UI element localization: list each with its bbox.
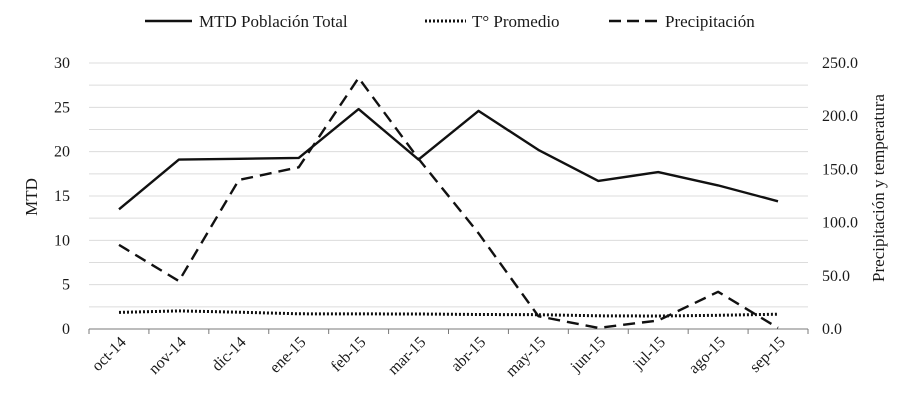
x-tick-label: feb-15 [328, 334, 370, 376]
legend: MTD Población Total T° Promedio Precipitac… [145, 12, 755, 31]
x-tick-label: dic-14 [209, 334, 250, 375]
y-tick-label: 0 [62, 321, 70, 338]
series-lines [118, 76, 779, 330]
y2-axis-title: Precipitación y temperatura [869, 94, 888, 282]
y-tick-label: 5 [62, 277, 70, 294]
legend-label: MTD Población Total [199, 12, 348, 31]
gridlines [89, 62, 808, 330]
y-tick-label: 20 [54, 144, 70, 161]
x-tick-label: jun-15 [567, 334, 609, 376]
y2-tick-label: 50.0 [822, 268, 850, 285]
x-tick-label: ene-15 [267, 334, 310, 377]
y-tick-label: 25 [54, 99, 70, 116]
y-axis-title: MTD [22, 178, 41, 216]
y2-tick-label: 0.0 [822, 321, 842, 338]
x-tick-label: sep-15 [747, 334, 789, 376]
legend-label: T° Promedio [472, 12, 560, 31]
y2-tick-label: 100.0 [822, 215, 858, 232]
legend-label: Precipitación [665, 12, 755, 31]
x-tick-label: ago-15 [686, 334, 729, 377]
y2-tick-label: 150.0 [822, 161, 858, 178]
x-tick-label: abr-15 [448, 334, 489, 375]
x-tick-label: nov-14 [146, 334, 190, 378]
x-tick-label: jul-15 [629, 334, 669, 374]
series-line [118, 76, 779, 330]
x-tick-label: oct-14 [89, 334, 130, 375]
y-tick-label: 30 [54, 55, 70, 72]
y-tick-label: 10 [54, 232, 70, 249]
y2-tick-label: 200.0 [822, 108, 858, 125]
y2-tick-label: 250.0 [822, 55, 858, 72]
x-tick-label: mar-15 [385, 334, 429, 378]
series-line [118, 107, 779, 211]
x-tick-label: may-15 [503, 334, 550, 381]
y-tick-label: 15 [54, 188, 70, 205]
